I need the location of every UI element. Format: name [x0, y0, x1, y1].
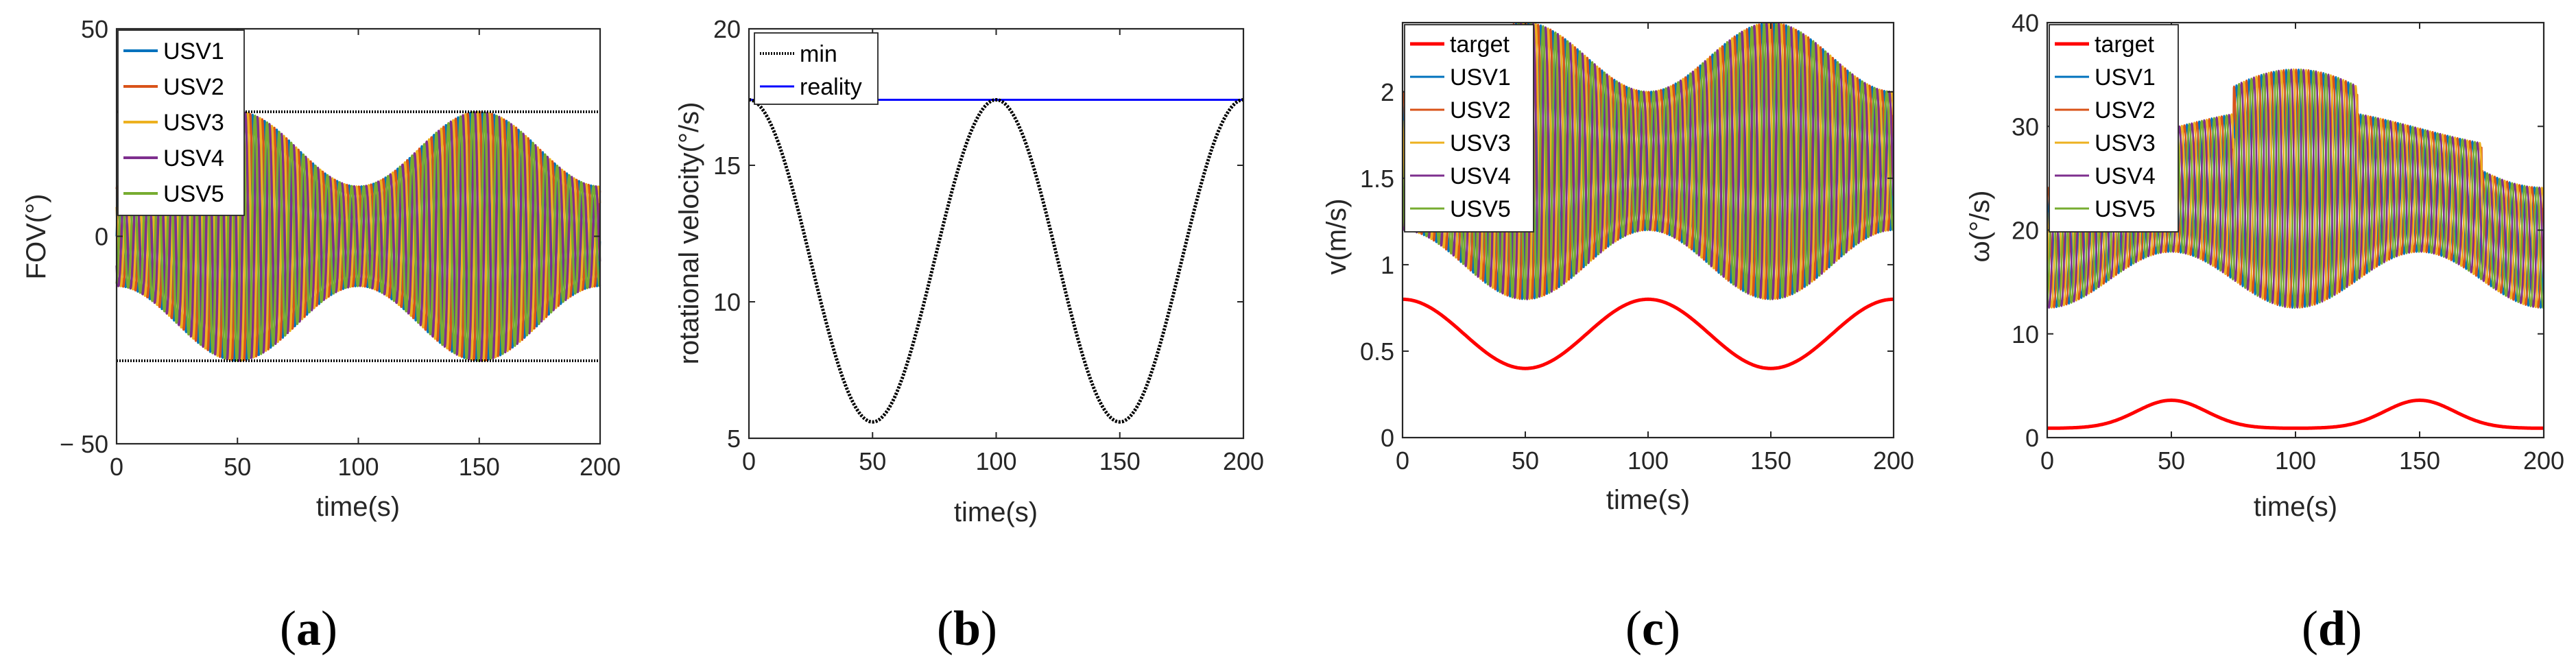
chart-a-xtick-label: 100: [337, 453, 379, 481]
chart-a-xlabel: time(s): [316, 492, 400, 522]
chart-a-xtick-label: 150: [459, 453, 500, 481]
chart-c-panel-label: (c): [1625, 601, 1680, 656]
chart-d-legend-label-usv2: USV2: [2095, 97, 2156, 123]
chart-a-legend-label-usv3: USV3: [163, 110, 224, 136]
chart-c-xticks: 0 50 100 150 200: [1396, 23, 1914, 475]
chart-c-ytick-label: 2: [1381, 78, 1394, 106]
chart-b-xtick-label: 50: [859, 447, 886, 475]
chart-c-legend-box: [1404, 24, 1534, 233]
chart-d-xlabel: time(s): [2254, 492, 2337, 522]
chart-c-xtick-label: 100: [1627, 447, 1669, 475]
chart-c-legend-label-usv4: USV4: [1450, 163, 1511, 189]
chart-d-xticks: 0 50 100 150 200: [2040, 23, 2564, 475]
chart-c-xtick-label: 200: [1873, 447, 1914, 475]
chart-c-legend-label-usv2: USV2: [1450, 97, 1511, 123]
chart-d-ytick-label: 0: [2025, 424, 2039, 452]
chart-a-xtick-label: 0: [110, 453, 123, 481]
chart-c-xtick-label: 150: [1750, 447, 1791, 475]
chart-d-xtick-label: 100: [2275, 447, 2316, 475]
chart-b-ylabel: rotational velocity(°/s): [674, 102, 704, 365]
chart-b-xtick-label: 0: [742, 447, 756, 475]
chart-b-series-min: [748, 98, 1244, 424]
chart-d-series-target: [2047, 399, 2544, 430]
chart-d-ytick-label: 20: [2012, 217, 2039, 245]
chart-d-ytick-label: 30: [2012, 112, 2039, 141]
chart-a-xticks: 0 50 100 150 200: [110, 29, 621, 481]
chart-c-legend-label-usv3: USV3: [1450, 130, 1511, 156]
chart-b-xtick-label: 200: [1223, 447, 1264, 475]
chart-c-xlabel: time(s): [1606, 485, 1690, 515]
chart-a-ytick-label: 0: [95, 223, 108, 251]
chart-c-xtick-label: 0: [1396, 447, 1409, 475]
chart-d-xtick-label: 0: [2040, 447, 2054, 475]
chart-c-legend-label-usv5: USV5: [1450, 196, 1511, 222]
chart-c-ytick-label: 1: [1381, 251, 1394, 279]
chart-a-ytick-label: 50: [81, 15, 108, 43]
chart-c: 0 50 100 150 200 2 1.5 1 0.5 0 time(s) v(m/s) ta…: [1322, 21, 1914, 656]
chart-c-series-target: [1403, 297, 1894, 370]
chart-b-xtick-label: 150: [1099, 447, 1141, 475]
chart-a: 0 50 100 150 200 500− 50 time(s) FOV(°) USV1…: [21, 15, 621, 656]
chart-b-panel-label: (b): [937, 601, 997, 656]
chart-d-xtick-label: 200: [2523, 447, 2564, 475]
chart-b: 0 50 100 150 200 20 15 10 5 time(s) rotational …: [674, 15, 1264, 656]
chart-a-panel-label: (a): [280, 601, 337, 656]
chart-c-yticks: 2 1.5 1 0.5 0: [1360, 78, 1894, 452]
chart-d-legend: target USV1 USV2 USV3 USV4 USV5: [2049, 24, 2179, 233]
chart-d-xtick-label: 50: [2158, 447, 2185, 475]
chart-c-xtick-label: 50: [1512, 447, 1539, 475]
chart-a-yticks: 50 0 − 50: [60, 15, 600, 458]
chart-c-ytick-label: 1.5: [1360, 165, 1394, 193]
chart-d-ytick-label: 40: [2012, 9, 2039, 37]
chart-d-legend-label-target: target: [2095, 32, 2154, 58]
chart-d-legend-box: [2049, 24, 2179, 233]
chart-b-yticks: 20 15 10 5: [713, 15, 1243, 453]
chart-b-xlabel: time(s): [954, 497, 1038, 527]
chart-d-ytick-label: 10: [2012, 320, 2039, 348]
chart-b-ytick-label: 10: [713, 288, 741, 316]
chart-b-ytick-label: 20: [713, 15, 741, 43]
chart-a-xtick-label: 200: [580, 453, 621, 481]
chart-c-legend-label-usv1: USV1: [1450, 64, 1511, 91]
chart-c-ylabel: v(m/s): [1322, 198, 1352, 274]
chart-c-legend-label-target: target: [1450, 32, 1510, 58]
chart-d-xtick-label: 150: [2399, 447, 2440, 475]
chart-b-ytick-label: 5: [727, 425, 741, 453]
chart-a-legend: USV1 USV2 USV3 USV4 USV5: [117, 29, 245, 216]
chart-d-legend-label-usv1: USV1: [2095, 64, 2156, 91]
chart-b-ytick-label: 15: [713, 152, 741, 180]
chart-a-legend-label-usv2: USV2: [163, 74, 224, 100]
chart-a-ytick-label: − 50: [60, 430, 108, 458]
chart-c-legend: target USV1 USV2 USV3 USV4 USV5: [1404, 24, 1534, 233]
chart-d-legend-label-usv4: USV4: [2095, 163, 2156, 189]
chart-a-legend-label-usv1: USV1: [163, 38, 224, 64]
chart-b-legend-label-reality: reality: [800, 74, 862, 100]
chart-b-legend-box: [754, 32, 879, 105]
chart-d-yticks: 40 30 20 10 0: [2012, 9, 2544, 452]
chart-c-ytick-label: 0: [1381, 424, 1394, 452]
chart-d-panel-label: (d): [2302, 601, 2362, 656]
chart-a-xtick-label: 50: [224, 453, 251, 481]
chart-a-legend-label-usv4: USV4: [163, 145, 224, 171]
chart-b-legend-label-min: min: [800, 41, 837, 67]
chart-d-ylabel: ω(°/s): [1965, 191, 1995, 263]
chart-b-legend: min reality: [754, 32, 879, 105]
chart-d-legend-label-usv3: USV3: [2095, 130, 2156, 156]
chart-a-ylabel: FOV(°): [21, 194, 51, 280]
chart-b-series-layer: [748, 98, 1244, 424]
chart-d-legend-label-usv5: USV5: [2095, 196, 2156, 222]
chart-c-ytick-label: 0.5: [1360, 337, 1394, 366]
chart-a-legend-label-usv5: USV5: [163, 181, 224, 207]
chart-b-xtick-label: 100: [975, 447, 1016, 475]
chart-b-xticks: 0 50 100 150 200: [742, 29, 1264, 475]
